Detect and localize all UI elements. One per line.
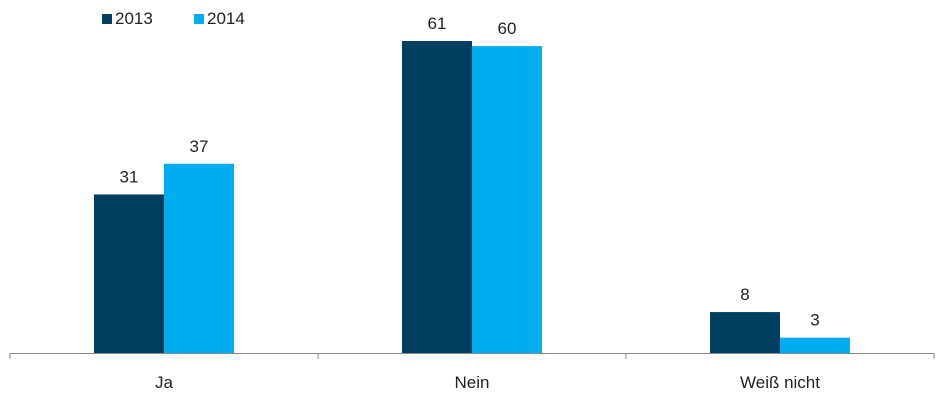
value-labels: 31 37 61 60 8 3 [120, 14, 820, 330]
bar-2014-2 [780, 337, 850, 353]
bar-2014-0 [164, 163, 234, 353]
legend-swatch-2013 [102, 14, 112, 24]
value-label-2013-1: 61 [428, 14, 447, 33]
value-label-2014-0: 37 [190, 137, 209, 156]
legend-swatch-2014 [194, 14, 204, 24]
legend: 2013 2014 [102, 9, 245, 28]
value-label-2013-2: 8 [740, 285, 749, 304]
bar-2014-1 [472, 46, 542, 354]
x-tick-label-2: Weiß nicht [740, 373, 820, 392]
x-tick-label-0: Ja [155, 373, 174, 392]
x-tick-label-1: Nein [455, 373, 490, 392]
legend-label-2014: 2014 [207, 9, 245, 28]
bars [94, 41, 850, 354]
legend-label-2013: 2013 [115, 9, 153, 28]
value-label-2014-2: 3 [810, 311, 819, 330]
bar-2013-0 [94, 194, 164, 353]
bar-2013-2 [710, 312, 780, 353]
value-label-2013-0: 31 [120, 167, 139, 186]
x-axis: Ja Nein Weiß nicht [9, 353, 935, 392]
bar-2013-1 [402, 41, 472, 353]
value-label-2014-1: 60 [498, 19, 517, 38]
